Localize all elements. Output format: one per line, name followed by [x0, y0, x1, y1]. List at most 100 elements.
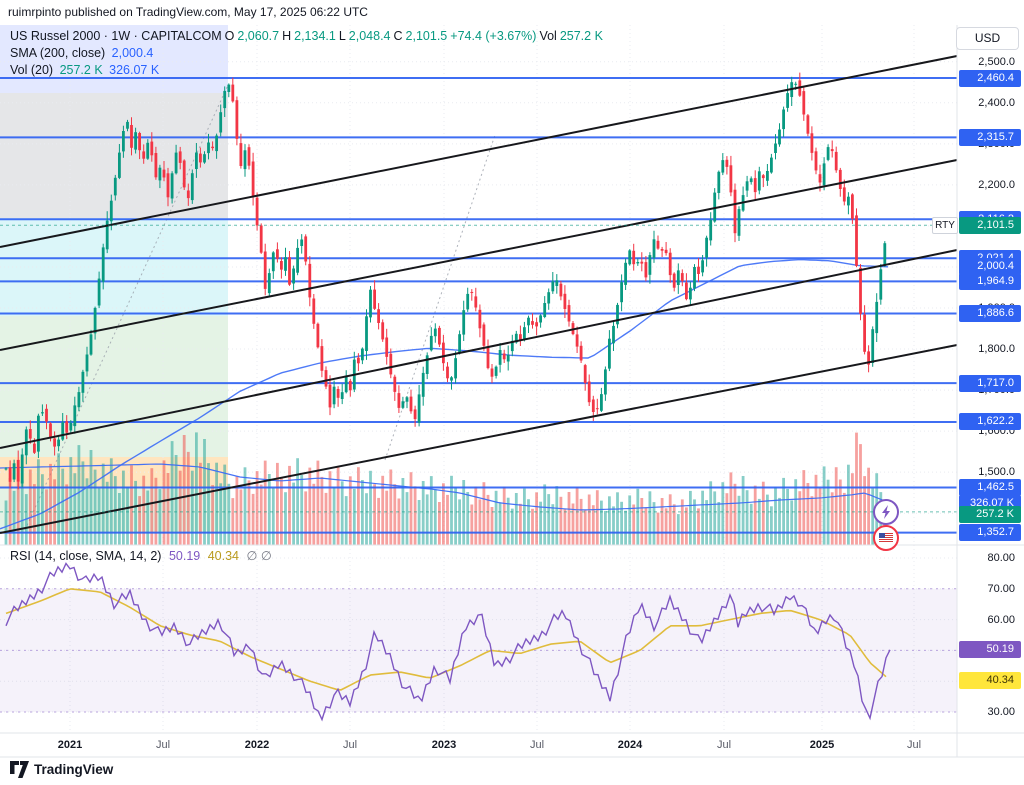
time-axis-label[interactable]: Jul [155, 739, 171, 751]
candle-body [482, 324, 486, 346]
candle-body [721, 160, 725, 173]
volume-bar [851, 473, 854, 545]
candle-body [263, 251, 267, 289]
candle-body [595, 408, 599, 410]
time-axis-label[interactable]: 2023 [431, 739, 457, 751]
lightning-glyph [882, 505, 890, 519]
volume-bar [802, 470, 806, 545]
volume-bar [41, 474, 44, 545]
sma-legend-row[interactable]: SMA (200, close) 2,000.4 [10, 45, 606, 61]
rsi-axis-label: 70.00 [987, 582, 1015, 595]
volume-bar [454, 487, 457, 545]
candle-body [689, 287, 692, 300]
volume-bar [16, 467, 20, 545]
candle-body [211, 146, 214, 149]
volume-bar [166, 473, 170, 545]
volume-bar [608, 496, 611, 545]
volume-bar [267, 474, 271, 545]
candle-body [490, 368, 494, 377]
volume-bar [118, 493, 121, 545]
volume-bar [12, 490, 16, 545]
candle-body [247, 147, 251, 166]
candle-body [405, 397, 409, 402]
volume-bar [798, 491, 802, 545]
volume-bar [8, 478, 12, 545]
volume-bar [506, 497, 510, 545]
volume-bar [705, 500, 708, 545]
tradingview-logo[interactable]: TradingView [10, 761, 113, 778]
candle-body [855, 215, 858, 266]
candle-body [284, 257, 287, 271]
volume-bar [822, 466, 826, 545]
candle-body [81, 371, 85, 393]
volume-bar [61, 468, 65, 545]
candle-body [871, 329, 875, 363]
trendline[interactable] [0, 344, 958, 534]
volume-bar [158, 489, 162, 545]
volume-bar [73, 473, 77, 545]
candle-body [753, 178, 757, 193]
time-axis-label[interactable]: 2025 [809, 739, 835, 751]
time-axis-label[interactable]: Jul [342, 739, 358, 751]
candle-body [442, 342, 445, 364]
volume-bar [20, 480, 24, 545]
volume-legend-row[interactable]: Vol (20) 257.2 K 326.07 K [10, 62, 606, 78]
candle-body [640, 261, 644, 264]
rsi-legend-row[interactable]: RSI (14, close, SMA, 14, 2) 50.19 40.34 … [10, 548, 276, 563]
time-axis-label[interactable]: 2021 [57, 739, 83, 751]
trendline[interactable] [0, 159, 958, 351]
candle-body [178, 151, 182, 163]
volume-bar [186, 451, 190, 545]
candle-body [774, 143, 777, 153]
candle-body [243, 150, 247, 170]
candle-body [219, 112, 223, 133]
volume-bar [438, 502, 441, 545]
time-axis-label[interactable]: 2022 [244, 739, 270, 751]
volume-bar [316, 460, 320, 545]
candle-body [385, 337, 389, 357]
candle-body [664, 249, 668, 254]
sma-value: 2,000.4 [111, 46, 154, 60]
candle-body [875, 301, 879, 334]
volume-bar [340, 481, 344, 545]
candle-body [41, 412, 44, 414]
volume-bar [510, 508, 514, 545]
trendline[interactable] [0, 249, 958, 449]
candle-body [523, 327, 526, 339]
candle-body [154, 153, 158, 178]
volume-bar [304, 491, 308, 545]
candle-body [118, 152, 121, 178]
time-axis-label[interactable]: Jul [716, 739, 732, 751]
trendline[interactable] [0, 55, 958, 248]
volume-bar [547, 494, 551, 545]
volume-bar [28, 469, 32, 545]
volume-bar [199, 462, 202, 545]
volume-bar [818, 488, 822, 545]
volume-bar [847, 464, 850, 545]
volume-bar [741, 476, 745, 545]
symbol-legend-row[interactable]: US Russel 2000 · 1W · CAPITALCOM O 2,060.7… [10, 28, 606, 44]
currency-button[interactable]: USD [956, 27, 1019, 50]
volume-bar [77, 445, 81, 545]
volume-bar [154, 477, 158, 545]
volume-bar [190, 470, 194, 545]
candle-body [652, 239, 656, 258]
candle-body [320, 346, 324, 371]
candle-body [65, 421, 69, 433]
candle-body [579, 345, 583, 361]
dashed-trendline[interactable] [384, 134, 496, 461]
volume-bar [766, 494, 769, 545]
time-axis-label[interactable]: 2024 [617, 739, 643, 751]
candle-body [308, 263, 312, 298]
candle-body [150, 141, 154, 156]
candle-body [4, 468, 8, 470]
price-level-badge: 2,315.7 [959, 128, 1021, 146]
time-axis-label[interactable]: Jul [906, 739, 922, 751]
time-axis-label[interactable]: Jul [529, 739, 545, 751]
candle-body [20, 454, 24, 484]
tradingview-logo-icon [10, 761, 29, 778]
candle-body [859, 267, 862, 314]
volume-bar [713, 491, 717, 545]
volume-bar [247, 480, 251, 545]
